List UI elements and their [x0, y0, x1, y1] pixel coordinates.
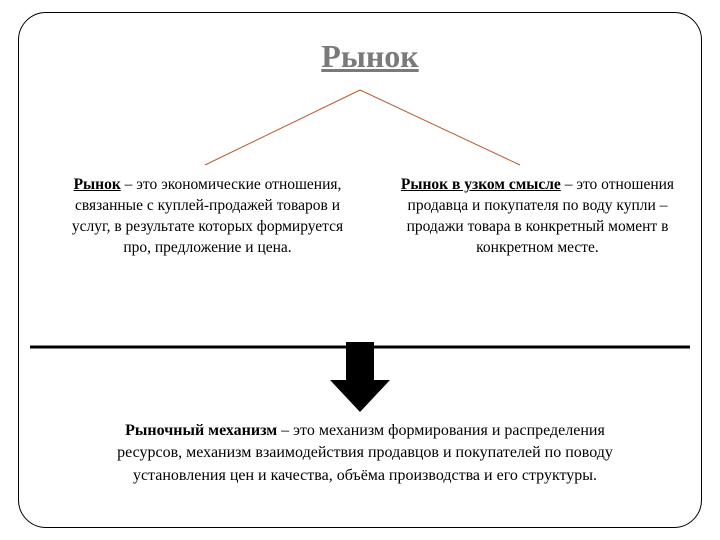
bottom-definition: Рыночный механизм – это механизм формиро… [95, 420, 635, 487]
down-arrow-icon [330, 342, 390, 412]
bottom-definition-term: Рыночный механизм [125, 422, 277, 439]
